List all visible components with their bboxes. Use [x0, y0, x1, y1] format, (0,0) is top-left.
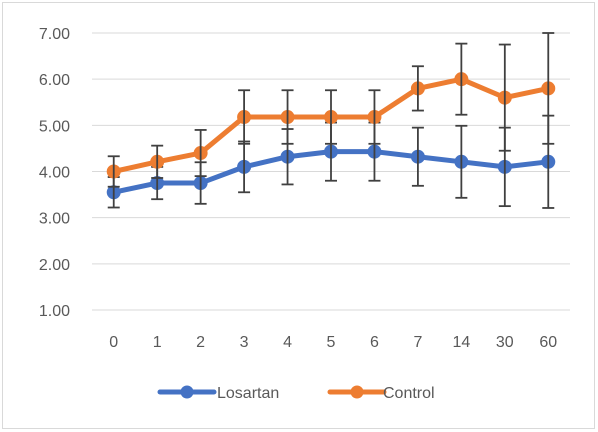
legend-label: Losartan — [217, 385, 279, 402]
x-tick-label: 2 — [196, 334, 205, 351]
legend-swatch-marker — [350, 385, 364, 399]
legend-item-losartan: Losartan — [157, 385, 279, 402]
series-layer — [106, 32, 556, 209]
legend: Losartan Control — [157, 385, 435, 402]
x-tick-label: 3 — [240, 334, 249, 351]
x-tick-label: 0 — [109, 334, 118, 351]
x-axis-ticks: 0 1 2 3 4 5 6 7 14 30 60 — [109, 334, 557, 351]
y-tick-label: 7.00 — [39, 26, 70, 43]
series-losartan — [106, 114, 556, 209]
x-tick-label: 14 — [452, 334, 470, 351]
y-tick-label: 3.00 — [39, 211, 70, 228]
x-tick-label: 5 — [327, 334, 336, 351]
y-tick-label: 1.00 — [39, 303, 70, 320]
x-tick-label: 30 — [496, 334, 514, 351]
legend-label: Control — [383, 385, 435, 402]
legend-item-control: Control — [327, 385, 435, 402]
x-tick-label: 4 — [283, 334, 292, 351]
y-tick-label: 5.00 — [39, 118, 70, 135]
x-tick-label: 7 — [413, 334, 422, 351]
x-tick-label: 1 — [153, 334, 162, 351]
y-tick-label: 2.00 — [39, 257, 70, 274]
x-tick-label: 60 — [539, 334, 557, 351]
y-tick-label: 4.00 — [39, 165, 70, 182]
series-control — [106, 32, 556, 188]
x-tick-label: 6 — [370, 334, 379, 351]
legend-swatch-marker — [180, 385, 194, 399]
y-tick-label: 6.00 — [39, 72, 70, 89]
y-axis-ticks: 1.00 2.00 3.00 4.00 5.00 6.00 7.00 — [39, 26, 70, 320]
